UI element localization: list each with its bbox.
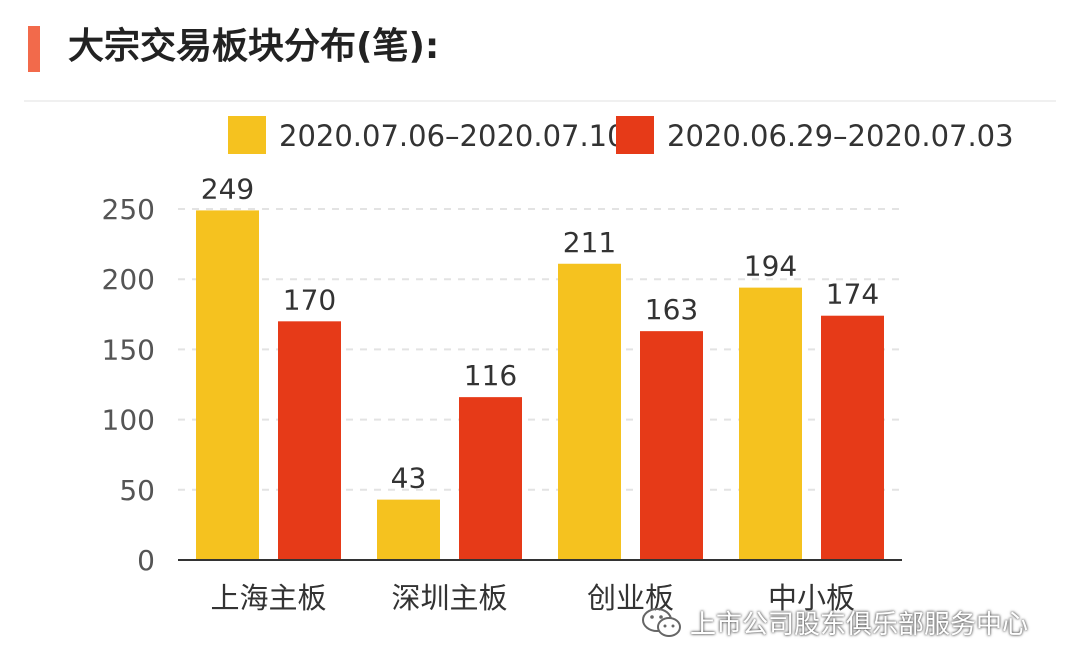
y-tick-label: 100 xyxy=(102,404,155,437)
x-tick-label: 中小板 xyxy=(768,581,855,615)
legend-label: 2020.06.29–2020.07.03 xyxy=(667,119,1014,153)
bar xyxy=(558,263,621,560)
x-tick-label: 深圳主板 xyxy=(391,581,507,615)
title-accent-bar xyxy=(28,26,40,72)
legend-swatch xyxy=(616,116,654,154)
data-label: 174 xyxy=(826,278,879,311)
data-label: 211 xyxy=(563,226,616,259)
bar xyxy=(739,287,802,560)
bar xyxy=(196,210,259,561)
x-tick-label: 上海主板 xyxy=(210,581,326,615)
y-tick-label: 50 xyxy=(119,474,155,507)
legend-label: 2020.07.06–2020.07.10 xyxy=(279,119,626,153)
data-label: 249 xyxy=(201,172,254,205)
legend-swatch xyxy=(228,116,266,154)
wechat-icon xyxy=(642,607,681,637)
watermark: 上市公司股东俱乐部服务中心 xyxy=(640,604,1028,641)
title-divider xyxy=(24,100,1056,102)
y-tick-label: 200 xyxy=(102,263,155,296)
data-label: 194 xyxy=(744,250,797,283)
bar xyxy=(459,397,522,560)
bar xyxy=(278,321,341,560)
bar xyxy=(640,331,703,560)
y-tick-label: 0 xyxy=(137,544,155,577)
data-label: 163 xyxy=(645,293,698,326)
page-title: 大宗交易板块分布(笔): xyxy=(68,26,440,67)
bar xyxy=(821,315,884,560)
watermark-text: 上市公司股东俱乐部服务中心 xyxy=(690,610,1029,640)
data-label: 170 xyxy=(283,283,336,316)
data-label: 43 xyxy=(391,462,427,495)
bar xyxy=(377,499,440,560)
y-tick-label: 150 xyxy=(102,333,155,366)
data-label: 116 xyxy=(464,359,517,392)
y-tick-label: 250 xyxy=(102,193,155,226)
